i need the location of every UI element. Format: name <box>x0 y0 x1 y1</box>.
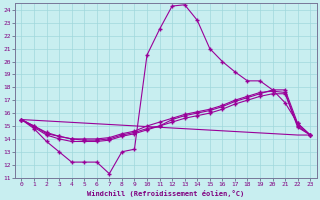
X-axis label: Windchill (Refroidissement éolien,°C): Windchill (Refroidissement éolien,°C) <box>87 190 244 197</box>
